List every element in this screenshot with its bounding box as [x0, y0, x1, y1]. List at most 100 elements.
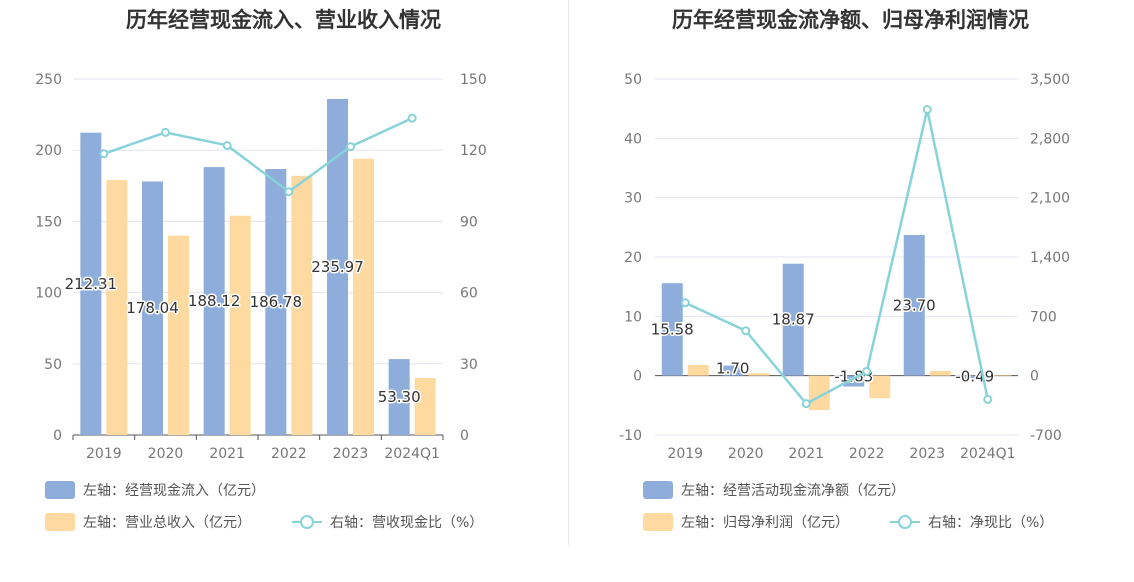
bar-series1 — [903, 235, 925, 376]
bar-value-label: 188.12 — [188, 292, 241, 310]
right-axis-tick: 3,500 — [1030, 72, 1070, 88]
bar-series2 — [687, 364, 709, 376]
line-point — [983, 394, 993, 404]
bar-value-label: 23.70 — [893, 296, 936, 314]
bar-series2 — [229, 215, 251, 435]
bar-series1 — [80, 132, 102, 435]
bar-series1 — [203, 167, 225, 435]
right-axis-tick: -700 — [1030, 428, 1062, 444]
left-axis-tick: 150 — [35, 214, 62, 230]
legend-label: 左轴：归母净利润（亿元） — [681, 515, 849, 531]
line-series — [684, 109, 989, 406]
legend-item-bar1[interactable]: 左轴：经营现金流入（亿元） — [45, 480, 265, 500]
legend-item-bar2[interactable]: 左轴：归母净利润（亿元） — [643, 512, 849, 532]
line-series — [103, 117, 413, 194]
line-point — [922, 105, 932, 115]
chart-svg-cash-inflow: 0 50 100 150 200 250 0 30 60 90 120 150 2019 2020 2021… — [35, 72, 487, 462]
left-axis-tick: 40 — [624, 131, 642, 147]
legend-label: 右轴：净现比（%） — [928, 515, 1054, 531]
x-axis-tick: 2022 — [271, 446, 307, 462]
x-axis-tick: 2020 — [728, 446, 764, 462]
bar-series2 — [929, 370, 951, 376]
x-axis-tick: 2023 — [909, 446, 945, 462]
x-axis-tick: 2019 — [86, 446, 122, 462]
right-axis-tick: 60 — [460, 286, 478, 302]
line-point — [862, 366, 872, 376]
bar-value-label: -0.49 — [955, 368, 994, 386]
bar-value-label: 18.87 — [772, 311, 815, 329]
legend-swatch-bar2 — [45, 513, 75, 531]
legend-swatch-bar2 — [643, 513, 673, 531]
left-axis-tick: 50 — [44, 357, 62, 373]
bar-value-label: 53.30 — [378, 388, 421, 406]
bar-series1 — [964, 375, 986, 379]
chart-panel-cash-inflow: 历年经营现金流入、营业收入情况 0 50 100 150 200 250 0 30 60 90 12… — [35, 8, 487, 532]
chart-title: 历年经营现金流净额、归母净利润情况 — [672, 8, 1029, 32]
bar-value-label: 1.70 — [716, 360, 749, 378]
legend-swatch-bar1 — [643, 481, 673, 499]
x-axis-tick: 2021 — [788, 446, 824, 462]
right-axis-tick: 0 — [1030, 369, 1039, 385]
right-axis-tick: 1,400 — [1030, 250, 1070, 266]
legend-label: 右轴：营收现金比（%） — [330, 515, 484, 531]
bar-series2 — [353, 158, 374, 435]
left-axis-tick: 100 — [35, 286, 62, 302]
line-point — [161, 127, 170, 137]
legend-label: 左轴：经营现金流入（亿元） — [83, 483, 265, 499]
right-axis-tick: 700 — [1030, 309, 1057, 325]
bar-series2 — [748, 373, 770, 376]
line-point — [222, 140, 232, 150]
x-axis-tick: 2024Q1 — [384, 446, 440, 462]
bar-series1 — [142, 181, 163, 435]
right-axis-tick: 2,800 — [1030, 131, 1070, 147]
left-axis-tick: 10 — [624, 309, 642, 325]
bar-series2 — [808, 375, 830, 411]
right-axis-tick: 2,100 — [1030, 191, 1070, 207]
right-axis-tick: 150 — [460, 72, 487, 88]
legend-label: 左轴：经营活动现金流净额（亿元） — [681, 483, 905, 499]
legend-item-line[interactable]: 右轴：营收现金比（%） — [292, 512, 483, 532]
line-point — [680, 298, 690, 308]
bar-series1 — [388, 359, 410, 435]
bar-series2 — [168, 235, 189, 435]
legend-line-icon — [890, 513, 920, 531]
left-axis-tick: 250 — [35, 72, 62, 88]
left-axis-tick: 0 — [53, 428, 62, 444]
left-axis-tick: -10 — [619, 428, 642, 444]
bar-series1 — [327, 98, 348, 435]
line-point — [346, 142, 355, 152]
x-axis-tick: 2023 — [333, 446, 369, 462]
x-axis-tick: 2020 — [148, 446, 184, 462]
left-axis-tick: 200 — [35, 143, 62, 159]
x-axis-tick: 2022 — [849, 446, 885, 462]
panel-divider — [568, 0, 569, 545]
x-axis-tick: 2024Q1 — [960, 446, 1016, 462]
right-axis-tick: 30 — [460, 357, 478, 373]
chart-panel-net-cashflow: 历年经营现金流净额、归母净利润情况 -10 0 10 20 30 40 50 -700 0 700… — [567, 0, 1134, 582]
bar-value-label: 15.58 — [651, 320, 694, 338]
chart-svg-net-cashflow: -10 0 10 20 30 40 50 -700 0 700 1,400 2,100 2,800 3,5… — [619, 72, 1070, 462]
legend-item-bar1[interactable]: 左轴：经营活动现金流净额（亿元） — [643, 480, 905, 500]
line-point — [407, 113, 417, 123]
bar-series2 — [414, 378, 436, 435]
bar-value-label: 186.78 — [250, 293, 303, 311]
legend-label: 左轴：营业总收入（亿元） — [83, 515, 251, 531]
left-axis-tick: 20 — [624, 250, 642, 266]
right-axis-tick: 0 — [460, 428, 469, 444]
legend-item-bar2[interactable]: 左轴：营业总收入（亿元） — [45, 512, 251, 532]
bar-series2 — [869, 375, 891, 399]
chart-title: 历年经营现金流入、营业收入情况 — [126, 8, 441, 32]
line-point — [284, 187, 294, 197]
line-point — [99, 149, 109, 159]
bar-series1 — [661, 283, 683, 376]
bar-value-label: 178.04 — [126, 299, 179, 317]
legend-item-line[interactable]: 右轴：净现比（%） — [890, 512, 1053, 532]
line-point — [801, 399, 811, 409]
x-axis-tick: 2019 — [667, 446, 703, 462]
bar-series2 — [106, 180, 128, 435]
left-axis-tick: 0 — [633, 369, 642, 385]
legend-line-icon — [292, 513, 322, 531]
left-axis-tick: 30 — [624, 191, 642, 207]
left-axis-tick: 50 — [624, 72, 642, 88]
